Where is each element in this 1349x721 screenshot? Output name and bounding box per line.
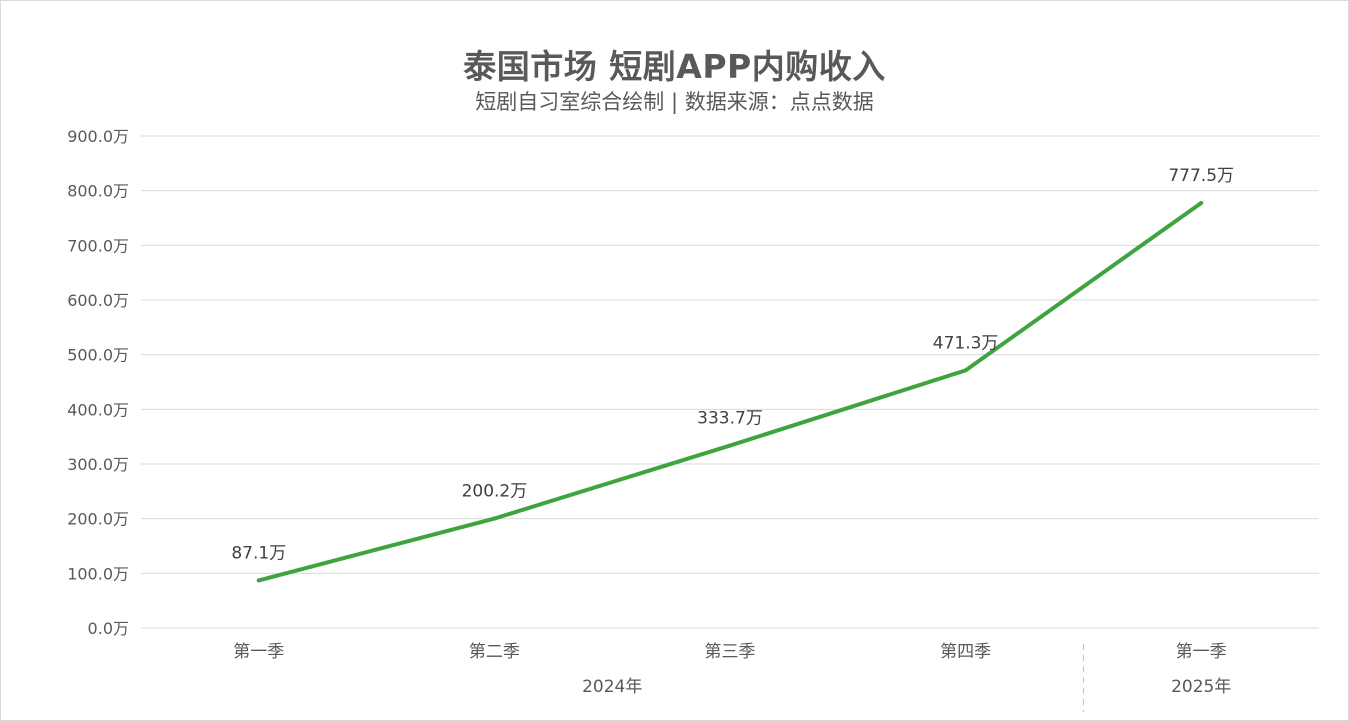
series-line [256,200,1204,583]
x-tick-label: 第二季 [469,642,520,662]
y-tick-label: 300.0万 [67,455,129,474]
data-label: 87.1万 [231,543,286,563]
y-tick-label: 500.0万 [67,346,129,365]
x-group-label: 2024年 [582,677,642,697]
data-point [1199,200,1204,205]
y-tick-label: 600.0万 [67,291,129,310]
y-tick-label: 100.0万 [67,564,129,583]
x-group-label: 2025年 [1171,677,1231,697]
data-point [728,443,732,448]
y-tick-label: 0.0万 [88,619,129,638]
data-point [492,516,497,521]
y-tick-label: 200.0万 [67,510,129,529]
x-tick-label: 第三季 [705,642,756,662]
y-tick-label: 800.0万 [67,182,129,201]
y-tick-label: 400.0万 [67,400,129,419]
data-point [963,368,968,373]
data-point [256,578,261,583]
data-label: 471.3万 [933,333,999,353]
data-label: 200.2万 [462,482,528,502]
data-label: 333.7万 [697,409,763,429]
x-tick-label: 第一季 [233,642,284,662]
x-tick-label: 第四季 [940,642,991,662]
chart-subtitle: 短剧自习室综合绘制 | 数据来源：点点数据 [475,90,874,114]
chart-title: 泰国市场 短剧APP内购收入 [463,47,886,86]
data-label: 777.5万 [1168,166,1234,186]
x-tick-label: 第一季 [1176,642,1227,662]
y-tick-label: 900.0万 [67,127,129,146]
y-tick-label: 700.0万 [67,236,129,255]
